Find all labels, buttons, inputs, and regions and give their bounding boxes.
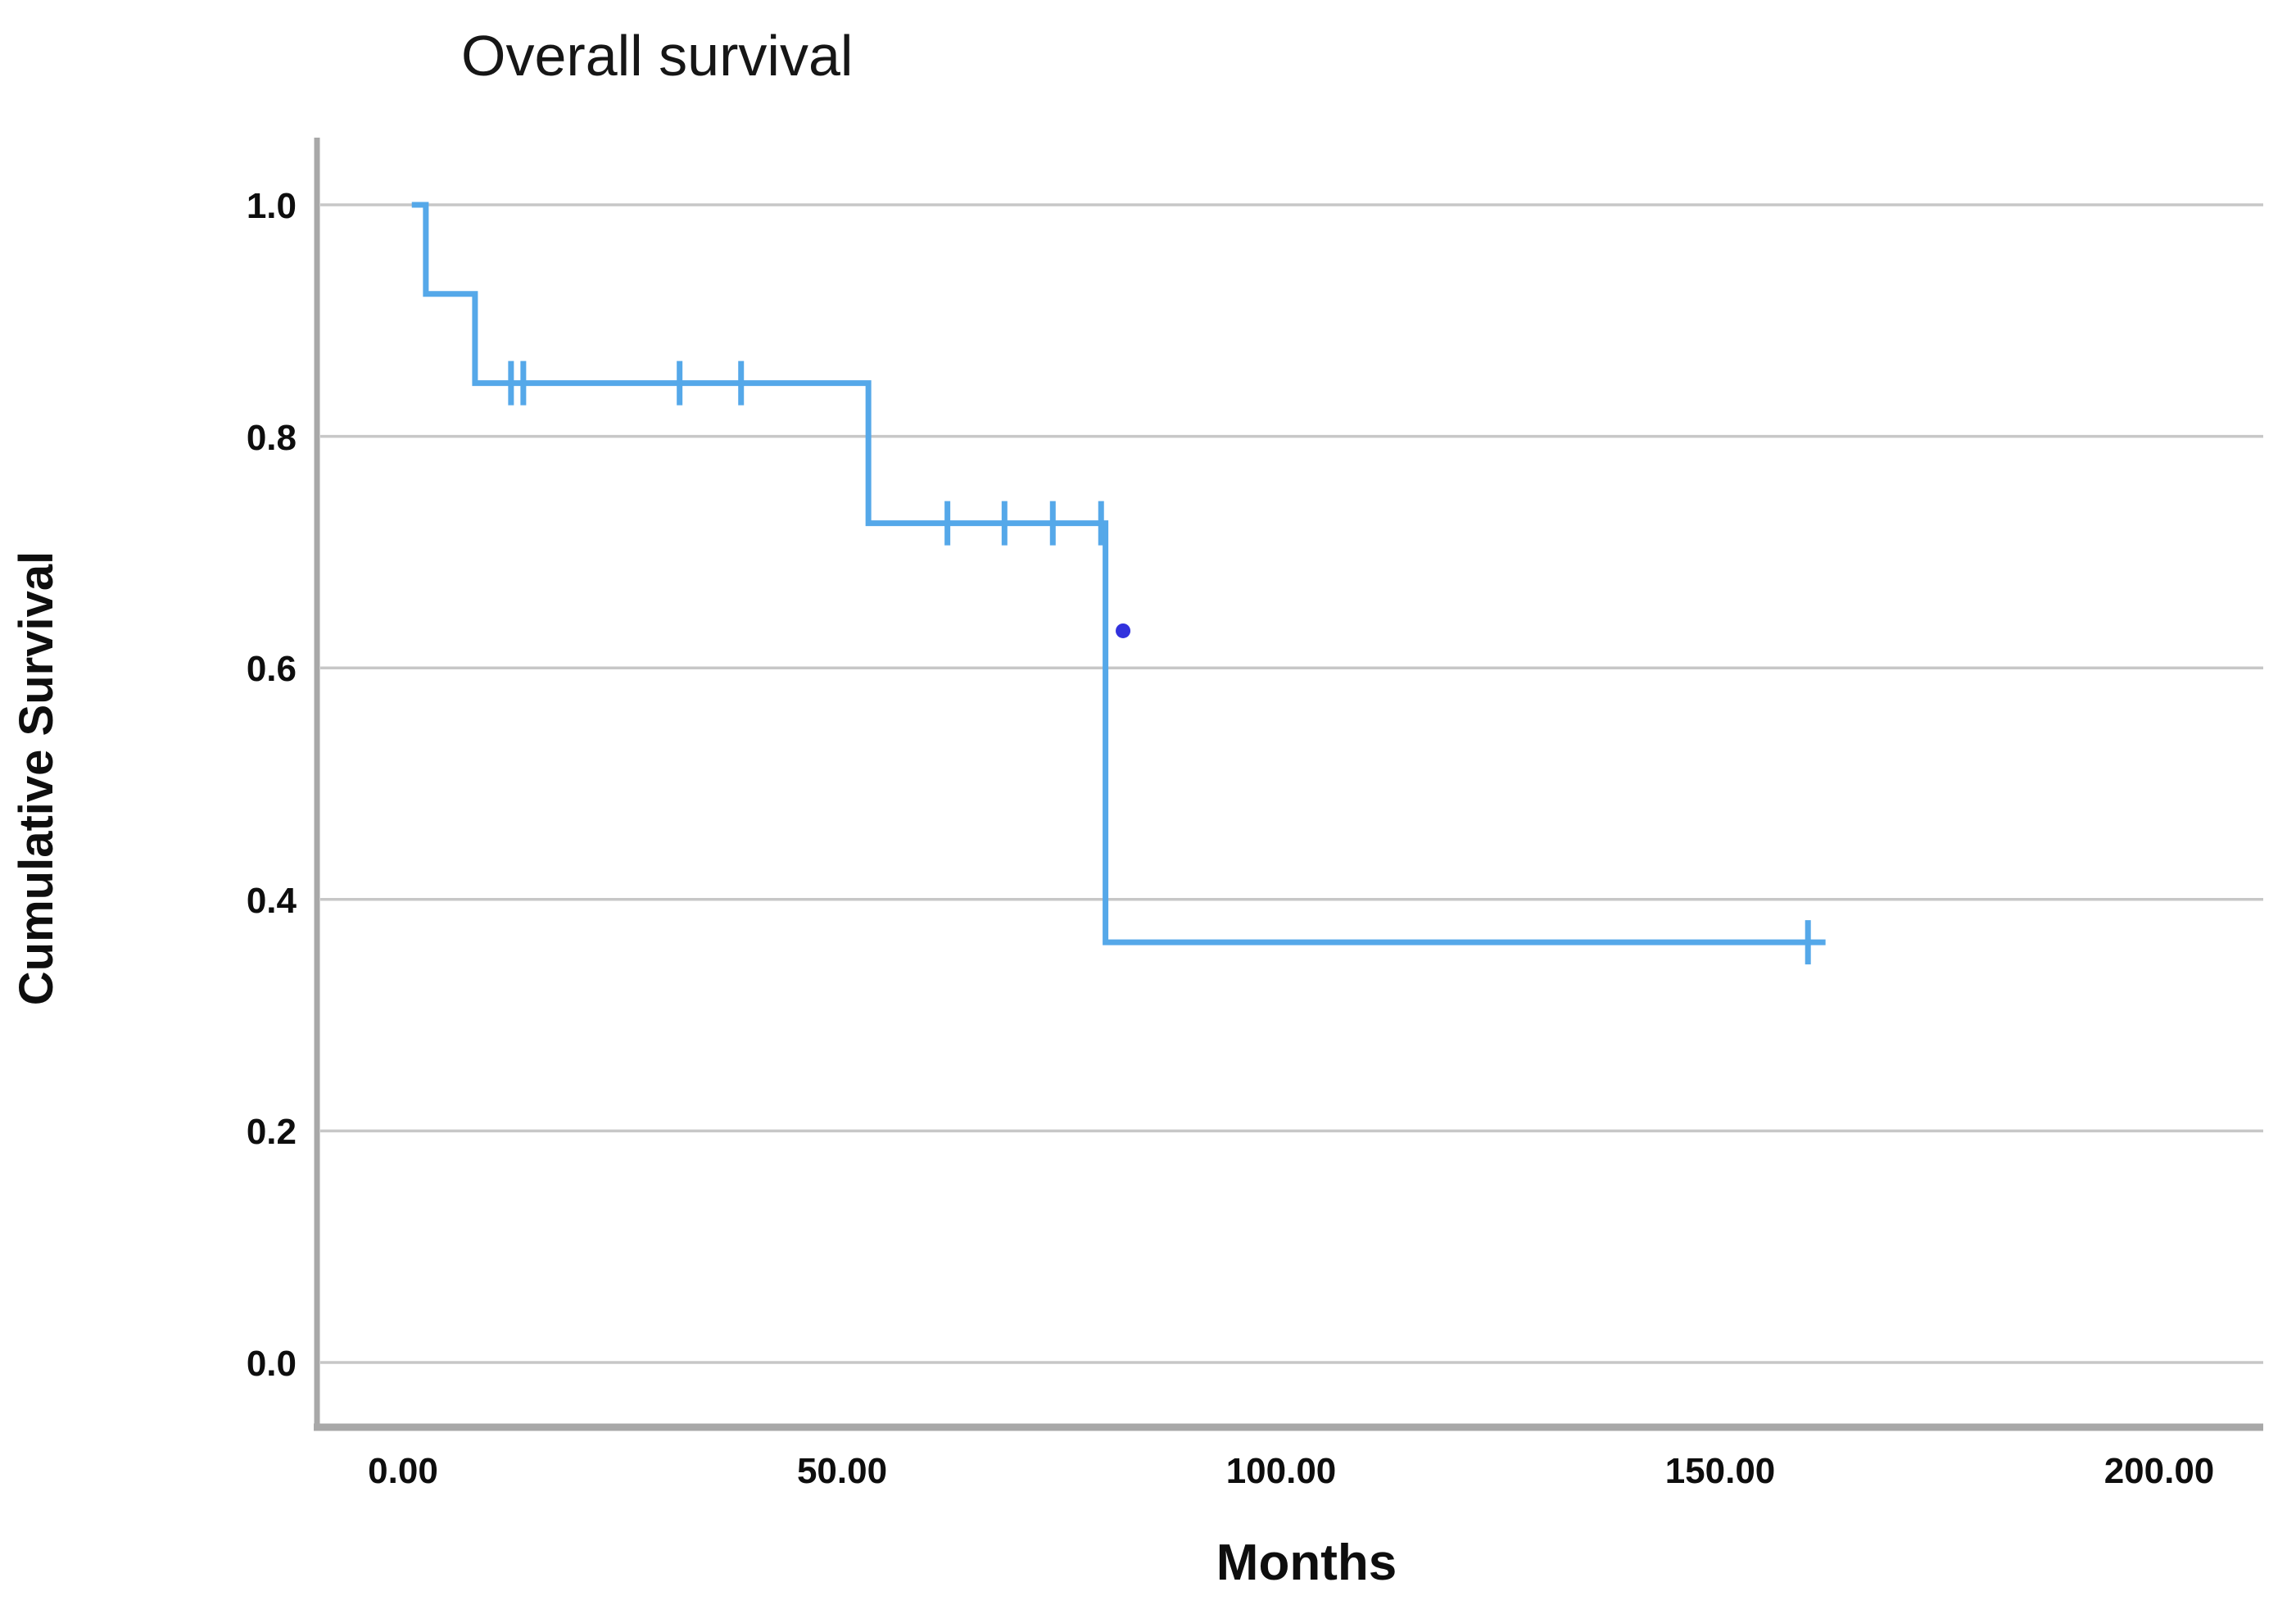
- y-tick-label-0.6: 0.6: [247, 649, 297, 689]
- survival-curve-layer: [411, 202, 1826, 965]
- x-tick-label-0: 0.00: [368, 1451, 438, 1491]
- y-axis-title: Cumulative Survival: [10, 551, 63, 1005]
- y-tick-label-1.0: 1.0: [247, 186, 297, 226]
- y-tick-label-0.0: 0.0: [247, 1344, 297, 1384]
- gridlines-layer: [320, 203, 2263, 1364]
- x-axis-title: Months: [1216, 1535, 1397, 1591]
- chart-title: Overall survival: [461, 24, 853, 88]
- x-tick-label-50: 50.00: [797, 1451, 887, 1491]
- x-tick-label-150: 150.00: [1665, 1451, 1776, 1491]
- y-tick-label-0.2: 0.2: [247, 1112, 297, 1152]
- y-tick-label-0.4: 0.4: [247, 881, 297, 921]
- y-tick-label-0.8: 0.8: [247, 418, 297, 458]
- survival-step-curve: [411, 202, 1826, 945]
- x-tick-label-200: 200.00: [2104, 1451, 2215, 1491]
- outlier-point: [1116, 623, 1131, 638]
- x-tick-label-100: 100.00: [1226, 1451, 1337, 1491]
